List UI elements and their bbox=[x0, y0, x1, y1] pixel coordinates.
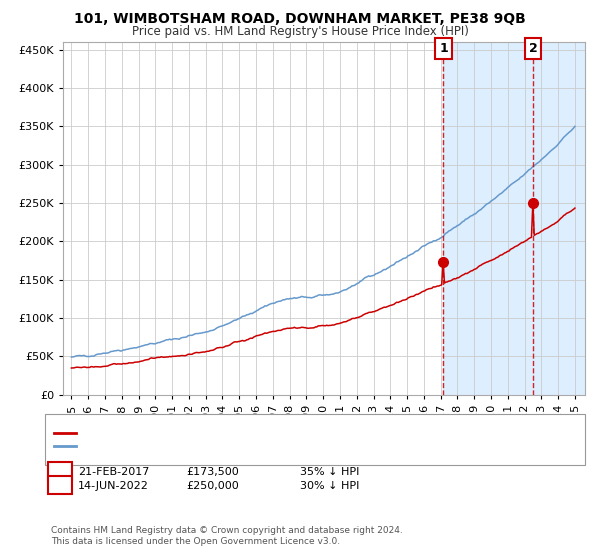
Bar bbox=[443, 42, 585, 395]
Text: Price paid vs. HM Land Registry's House Price Index (HPI): Price paid vs. HM Land Registry's House … bbox=[131, 25, 469, 38]
Text: HPI: Average price, detached house, King's Lynn and West Norfolk: HPI: Average price, detached house, King… bbox=[79, 441, 409, 451]
Text: £250,000: £250,000 bbox=[186, 480, 239, 491]
Text: 35% ↓ HPI: 35% ↓ HPI bbox=[300, 466, 359, 477]
Text: 1: 1 bbox=[439, 42, 448, 55]
Text: 2: 2 bbox=[56, 479, 64, 492]
Text: 101, WIMBOTSHAM ROAD, DOWNHAM MARKET, PE38 9QB: 101, WIMBOTSHAM ROAD, DOWNHAM MARKET, PE… bbox=[74, 12, 526, 26]
Text: 30% ↓ HPI: 30% ↓ HPI bbox=[300, 480, 359, 491]
Text: 21-FEB-2017: 21-FEB-2017 bbox=[78, 466, 149, 477]
Text: 2: 2 bbox=[529, 42, 538, 55]
Text: 101, WIMBOTSHAM ROAD, DOWNHAM MARKET, PE38 9QB (detached house): 101, WIMBOTSHAM ROAD, DOWNHAM MARKET, PE… bbox=[79, 428, 460, 438]
Text: £173,500: £173,500 bbox=[186, 466, 239, 477]
Text: 14-JUN-2022: 14-JUN-2022 bbox=[78, 480, 149, 491]
Text: 1: 1 bbox=[56, 465, 64, 478]
Text: Contains HM Land Registry data © Crown copyright and database right 2024.
This d: Contains HM Land Registry data © Crown c… bbox=[51, 526, 403, 546]
